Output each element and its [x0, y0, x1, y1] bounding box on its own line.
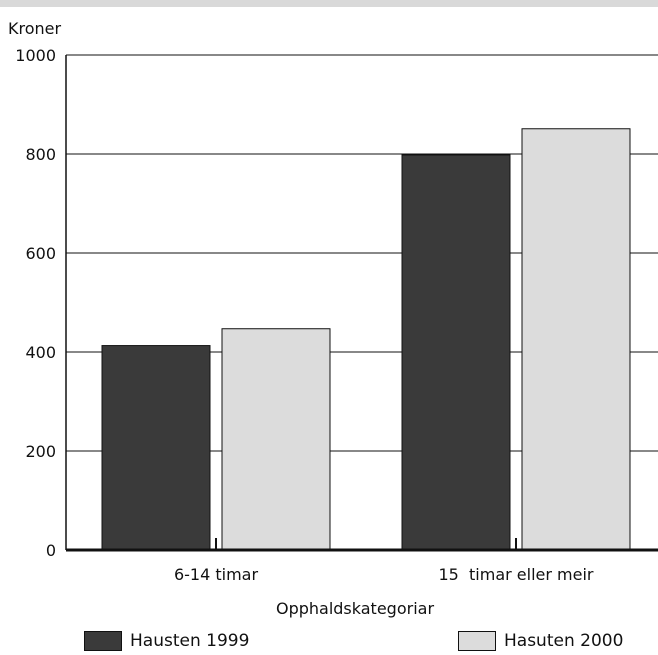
legend-label-series-2: Hasuten 2000	[504, 631, 624, 651]
bar-series-2-1	[221, 328, 331, 551]
y-tick-label: 800	[25, 145, 56, 164]
bars	[101, 128, 631, 551]
y-tick-label: 200	[25, 442, 56, 461]
bar-series-1-1	[101, 345, 211, 551]
x-tick-label: 15 timar eller meir	[439, 565, 594, 584]
x-axis-label: Opphaldskategoriar	[276, 599, 434, 618]
bar-chart: 0 200 400 600 800 1000 6-14 timar 15 timar elle…	[0, 0, 658, 618]
y-axis-label: Kroner	[8, 19, 61, 38]
tick-labels: 0 200 400 600 800 1000 6-14 timar 15 timar elle…	[15, 46, 594, 584]
bar-series-1-2	[401, 154, 511, 551]
y-tick-label: 0	[46, 541, 56, 560]
legend-swatch-series-1	[84, 631, 122, 651]
y-tick-label: 600	[25, 244, 56, 263]
axes	[65, 55, 658, 552]
y-tick-label: 1000	[15, 46, 56, 65]
x-tick-label: 6-14 timar	[174, 565, 259, 584]
top-band	[0, 0, 658, 7]
y-tick-label: 400	[25, 343, 56, 362]
legend-label-series-1: Hausten 1999	[130, 631, 250, 651]
bar-series-2-2	[521, 128, 631, 551]
legend-swatch-series-2	[458, 631, 496, 651]
legend-item-series-1: Hausten 1999	[84, 630, 249, 652]
legend-item-series-2: Hasuten 2000	[458, 630, 623, 652]
